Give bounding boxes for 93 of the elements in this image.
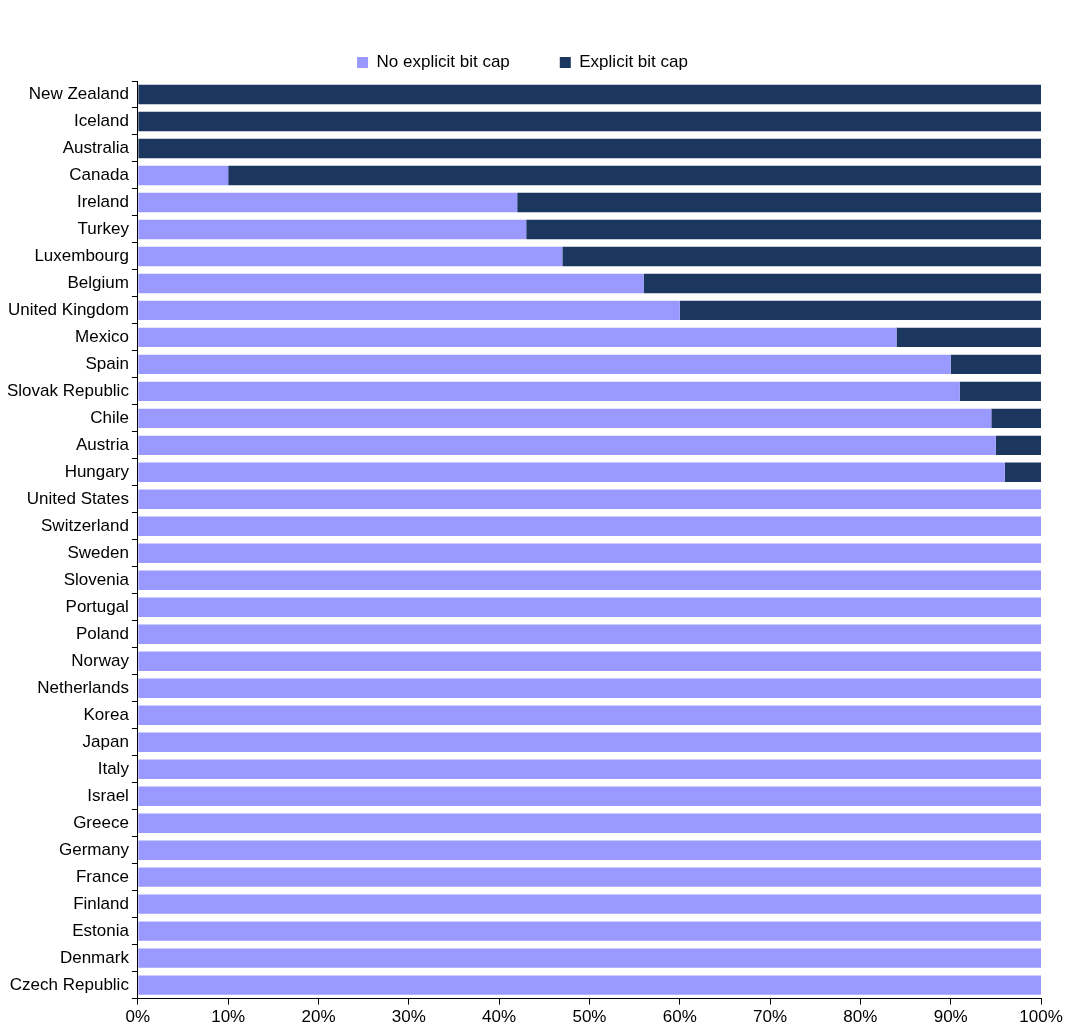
y-tick-label: Ireland	[76, 192, 129, 212]
y-tick-label: Japan	[82, 731, 129, 751]
bar	[138, 786, 1041, 806]
bar	[138, 381, 960, 402]
y-tick-label: Luxembourg	[34, 246, 129, 266]
bar	[138, 975, 1041, 995]
y-tick-label: Denmark	[59, 947, 130, 967]
bar	[228, 165, 1041, 186]
y-tick-label: Spain	[85, 354, 129, 374]
y-tick-label: Korea	[83, 704, 130, 724]
bar	[138, 948, 1041, 968]
y-tick-label: New Zealand	[28, 84, 129, 104]
bar	[138, 921, 1041, 941]
x-tick-label: 100%	[1019, 1007, 1063, 1027]
bar	[995, 435, 1041, 456]
y-tick-label: Slovak Republic	[6, 381, 130, 401]
bar	[138, 759, 1041, 779]
bar	[138, 570, 1041, 590]
x-tick-label: 70%	[753, 1007, 788, 1027]
bar	[138, 246, 563, 267]
y-tick-label: Germany	[58, 839, 130, 859]
x-tick-label: 60%	[662, 1007, 697, 1027]
legend-label: No explicit bit cap	[376, 52, 510, 72]
bar	[138, 273, 644, 294]
bar	[896, 327, 1041, 348]
y-tick-label: United Kingdom	[7, 300, 129, 320]
x-tick-label: 10%	[211, 1007, 246, 1027]
bar	[517, 192, 1041, 213]
bar	[138, 138, 1041, 159]
bar	[138, 705, 1041, 725]
bar	[138, 354, 951, 375]
x-tick-label: 80%	[843, 1007, 878, 1027]
y-tick-label: Belgium	[67, 273, 129, 293]
x-tick-label: 20%	[301, 1007, 336, 1027]
y-tick-label: Mexico	[75, 327, 129, 347]
y-tick-label: Canada	[69, 165, 130, 185]
bar	[138, 435, 996, 456]
x-tick-label: 0%	[125, 1007, 151, 1027]
legend-label: Explicit bit cap	[579, 52, 688, 72]
bar	[138, 219, 527, 240]
bar	[138, 165, 229, 186]
bar	[138, 732, 1041, 752]
y-tick-label: Israel	[87, 785, 129, 805]
x-tick-label: 30%	[391, 1007, 426, 1027]
x-tick-label: 40%	[482, 1007, 517, 1027]
bar	[959, 381, 1041, 402]
y-tick-label: Chile	[90, 408, 129, 428]
bar	[1004, 462, 1041, 483]
y-tick-label: Italy	[97, 758, 130, 778]
bar	[138, 813, 1041, 833]
bar	[643, 273, 1041, 294]
bar	[138, 84, 1041, 105]
y-tick-label: Czech Republic	[9, 974, 130, 994]
bar	[991, 408, 1041, 429]
y-tick-label: Australia	[62, 138, 130, 158]
y-tick-label: Slovenia	[63, 569, 130, 589]
y-tick-label: Austria	[75, 435, 130, 455]
y-tick-label: Norway	[71, 650, 130, 670]
bar	[138, 111, 1041, 132]
bar	[526, 219, 1041, 240]
y-tick-label: United States	[26, 489, 129, 509]
bar	[562, 246, 1041, 267]
y-tick-label: Turkey	[77, 219, 130, 239]
y-tick-label: Netherlands	[37, 677, 129, 697]
y-tick-label: Portugal	[65, 596, 129, 616]
bar	[138, 867, 1041, 887]
y-tick-label: Iceland	[74, 111, 129, 131]
bar	[138, 894, 1041, 914]
y-tick-label: Sweden	[67, 542, 129, 562]
bar	[138, 840, 1041, 860]
bar	[138, 327, 897, 348]
bar	[138, 489, 1041, 510]
bar	[138, 543, 1041, 564]
y-tick-label: France	[75, 866, 129, 886]
y-tick-label: Estonia	[72, 920, 130, 940]
bar	[138, 624, 1041, 644]
bar	[138, 597, 1041, 617]
bar	[138, 516, 1041, 537]
y-tick-label: Hungary	[64, 462, 130, 482]
y-tick-label: Greece	[73, 812, 129, 832]
bar	[138, 192, 518, 213]
x-tick-label: 90%	[933, 1007, 968, 1027]
bar	[138, 651, 1041, 671]
x-tick-label: 50%	[572, 1007, 607, 1027]
bar	[950, 354, 1041, 375]
bar	[138, 300, 680, 321]
bar	[138, 678, 1041, 698]
bar	[679, 300, 1041, 321]
y-tick-label: Poland	[75, 623, 129, 643]
y-tick-label: Finland	[73, 893, 129, 913]
y-tick-label: Switzerland	[41, 515, 129, 535]
bar	[138, 408, 992, 429]
bar	[138, 462, 1005, 483]
